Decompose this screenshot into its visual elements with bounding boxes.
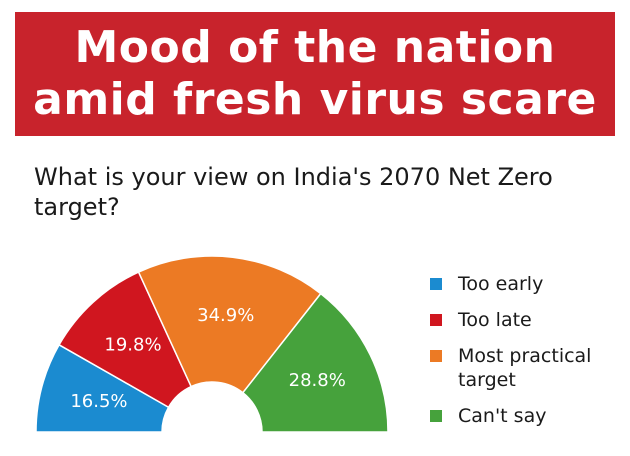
chart-slice-labels: 16.5% 19.8% 34.9% 28.8% <box>70 305 346 412</box>
slice-label-most-practical: 34.9% <box>197 305 254 326</box>
legend-item-cant-say: Can't say <box>430 404 620 428</box>
slice-cant-say <box>241 292 389 433</box>
legend-item-too-late: Too late <box>430 308 620 332</box>
title-line-1: Mood of the nation <box>74 22 556 73</box>
slice-label-too-late: 19.8% <box>104 335 161 356</box>
slice-label-too-early: 16.5% <box>70 391 127 412</box>
title-banner: Mood of the nation amid fresh virus scar… <box>15 12 615 136</box>
slice-most-practical <box>137 255 322 394</box>
legend-item-most-practical: Most practical target <box>430 344 618 392</box>
chart-legend: Too early Too late Most practical target… <box>430 272 620 440</box>
legend-swatch-cant-say <box>430 410 442 422</box>
legend-item-too-early: Too early <box>430 272 620 296</box>
title-line-2: amid fresh virus scare <box>33 74 597 125</box>
legend-label-too-early: Too early <box>458 273 544 295</box>
legend-swatch-too-early <box>430 278 442 290</box>
legend-swatch-most-practical <box>430 350 442 362</box>
legend-swatch-too-late <box>430 314 442 326</box>
slice-label-cant-say: 28.8% <box>289 370 346 391</box>
chart-slices <box>35 255 389 433</box>
survey-question: What is your view on India's 2070 Net Ze… <box>34 163 553 221</box>
legend-label-cant-say: Can't say <box>458 405 547 427</box>
legend-label-too-late: Too late <box>458 309 532 331</box>
legend-label-most-practical: Most practical target <box>458 345 592 391</box>
